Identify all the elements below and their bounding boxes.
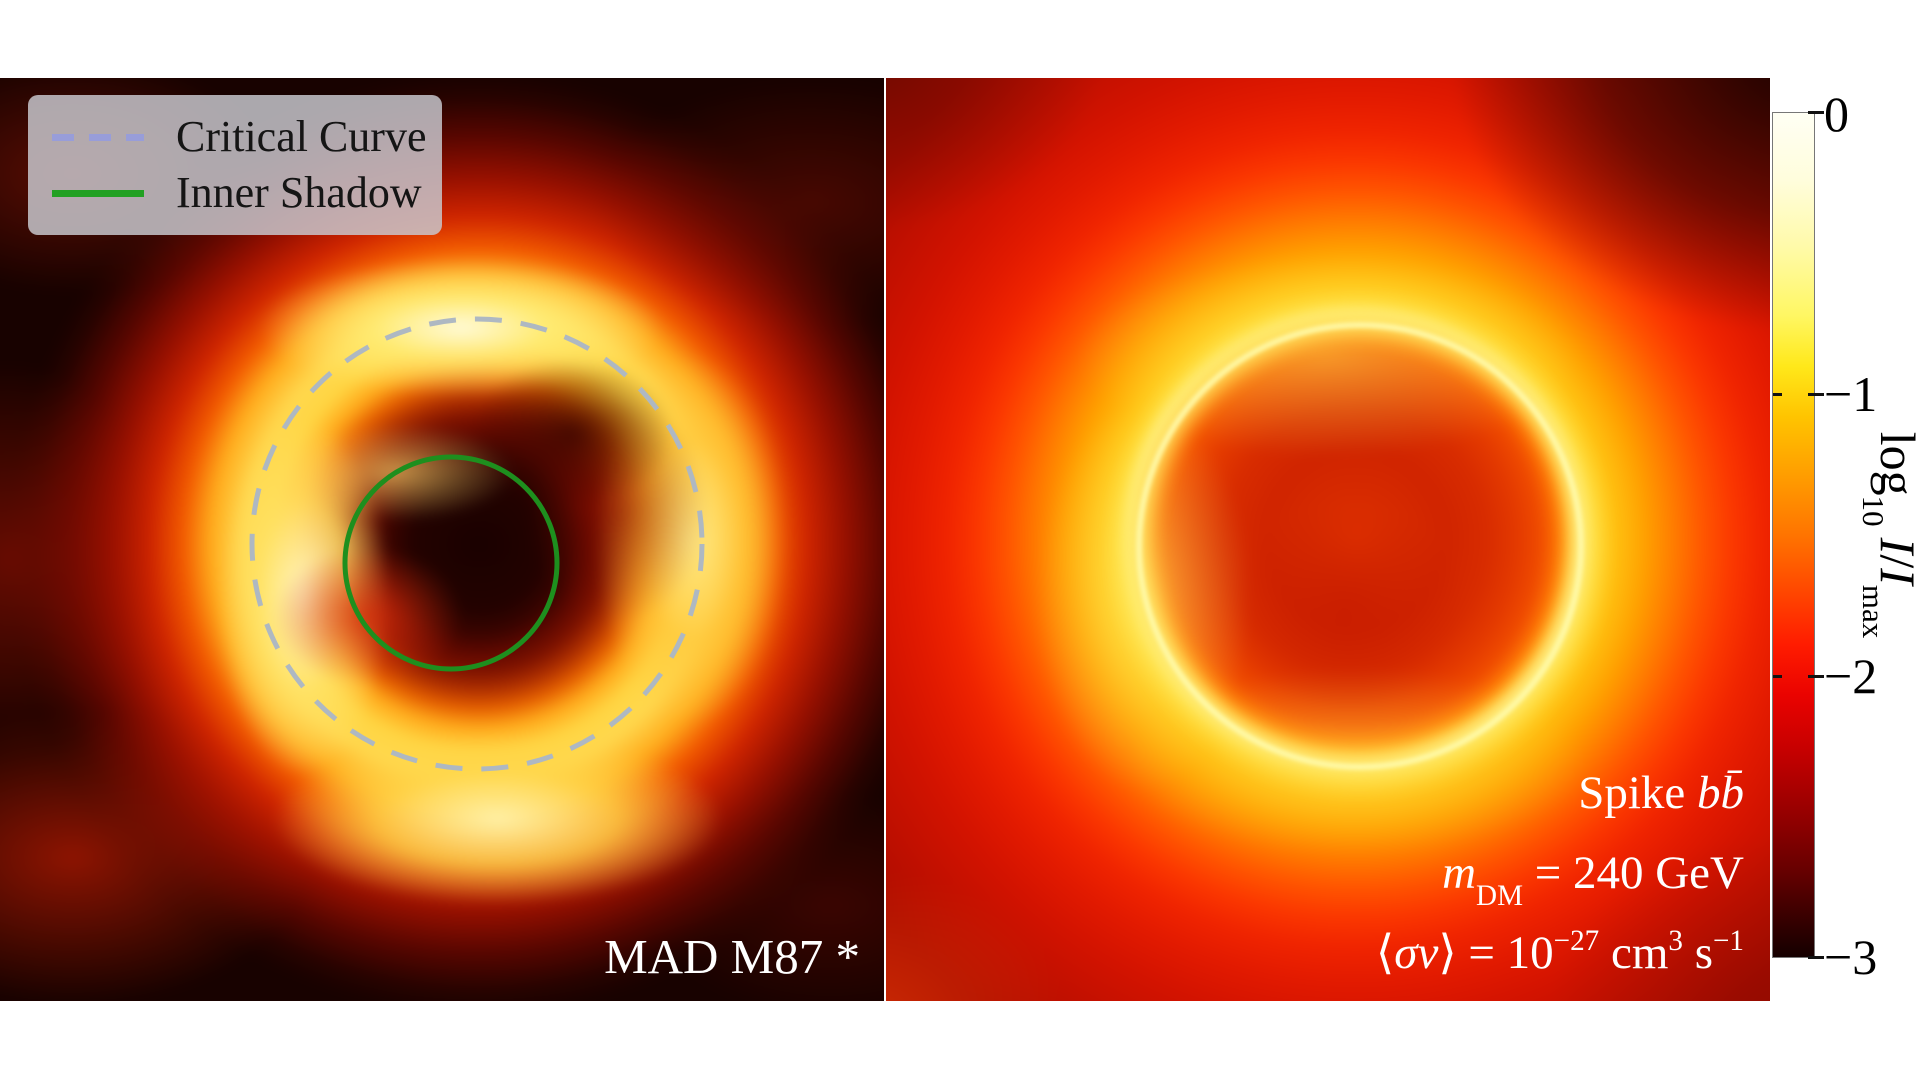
colorbar bbox=[1772, 112, 1815, 958]
inner-shadow-line bbox=[342, 454, 560, 672]
colorbar-tick bbox=[1808, 956, 1824, 959]
colorbar-tick bbox=[1808, 111, 1824, 114]
colorbar-tick bbox=[1808, 393, 1824, 396]
legend-item-inner-shadow: Inner Shadow bbox=[52, 171, 432, 215]
legend-label: Inner Shadow bbox=[176, 168, 422, 217]
colorbar-tick-label: −2 bbox=[1824, 648, 1878, 704]
right-panel-annotation: Spike bb̄ mDM = 240 GeV ⟨σv⟩ = 10−27 cm3… bbox=[1376, 737, 1744, 977]
left-panel-title: MAD M87 * bbox=[604, 929, 860, 984]
colorbar-axis-label: log10I/Imax bbox=[1856, 431, 1920, 639]
inner-shadow-swatch-icon bbox=[52, 189, 144, 197]
colorbar-tick-label: −3 bbox=[1824, 929, 1878, 985]
right-panel-image: Spike bb̄ mDM = 240 GeV ⟨σv⟩ = 10−27 cm3… bbox=[886, 78, 1770, 1001]
critical-curve-swatch-icon bbox=[52, 133, 144, 141]
annotation-mass-line: mDM = 240 GeV bbox=[1442, 847, 1744, 912]
left-panel-overlay bbox=[249, 316, 705, 772]
photon-ring-highlight bbox=[1136, 322, 1584, 770]
critical-curve-line bbox=[249, 316, 705, 772]
legend-item-critical-curve: Critical Curve bbox=[52, 115, 432, 159]
annotation-cross-section-line: ⟨σv⟩ = 10−27 cm3 s−1 bbox=[1375, 924, 1744, 979]
colorbar-tick-label: 0 bbox=[1824, 86, 1849, 142]
colorbar-tick-inner bbox=[1773, 393, 1782, 396]
left-panel-image: Critical Curve Inner Shadow MAD M87 * bbox=[0, 78, 884, 1001]
colorbar-tick-inner bbox=[1773, 675, 1782, 678]
colorbar-tick bbox=[1808, 675, 1824, 678]
legend-box: Critical Curve Inner Shadow bbox=[28, 95, 442, 235]
annotation-model-line: Spike bb̄ bbox=[1578, 767, 1744, 819]
colorbar-tick-label: −1 bbox=[1824, 366, 1878, 422]
legend-label: Critical Curve bbox=[176, 112, 427, 161]
